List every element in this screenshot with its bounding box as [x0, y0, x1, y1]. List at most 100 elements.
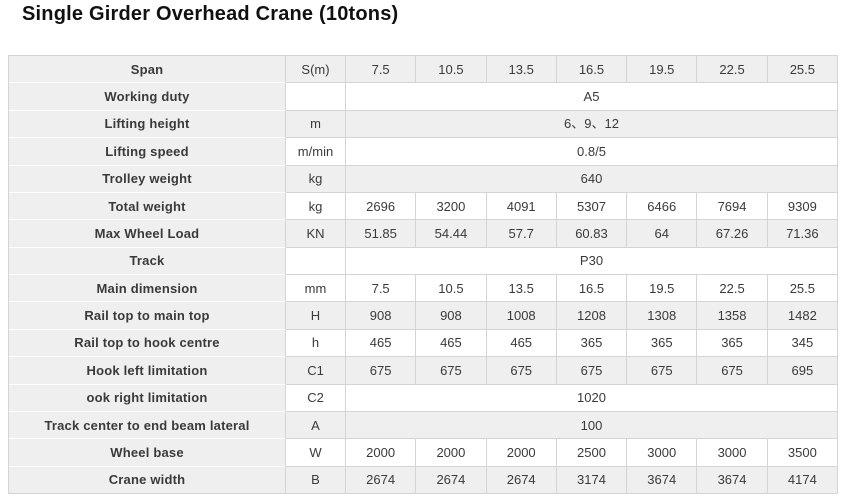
value-cell: 2674: [346, 466, 417, 494]
row-unit-cell: kg: [286, 192, 346, 221]
value-cell: 3674: [627, 466, 698, 494]
spec-table-body: Span S(m) 7.5 10.5 13.5 16.5 19.5 22.5 25.5 Wo…: [9, 56, 838, 494]
value-cell: 7.5: [346, 56, 417, 84]
table-row: Main dimension mm 7.5 10.5 13.5 16.5 19.5 22.…: [9, 275, 838, 303]
value-cell: 16.5: [556, 56, 628, 84]
value-cell: 3200: [416, 192, 487, 221]
table-row: Max Wheel Load KN 51.85 54.44 57.7 60.83 64 6…: [9, 220, 838, 248]
value-cell: 22.5: [697, 56, 768, 84]
row-unit-cell: B: [286, 466, 346, 494]
table-row: Total weight kg 2696 3200 4091 5307 6466 7694…: [9, 192, 838, 221]
value-cell: 16.5: [556, 275, 628, 303]
row-label: Track: [9, 247, 286, 275]
value-cell: 57.7: [486, 220, 557, 248]
value-cell: 365: [697, 329, 768, 358]
row-label: Lifting height: [9, 110, 286, 139]
value-cell: 2674: [416, 466, 487, 494]
row-unit-cell: H: [286, 302, 346, 330]
table-row: Hook left limitation C1 675 675 675 675 675 6…: [9, 357, 838, 385]
merged-value-cell: 0.8/5: [346, 138, 838, 166]
crane-spec-table: Span S(m) 7.5 10.5 13.5 16.5 19.5 22.5 25.5 Wo…: [8, 55, 838, 494]
value-cell: 13.5: [486, 56, 557, 84]
merged-value-cell: A5: [346, 83, 838, 111]
value-cell: 1482: [767, 302, 838, 330]
row-unit-cell: [286, 247, 346, 275]
value-cell: 2000: [346, 439, 417, 467]
row-label: Max Wheel Load: [9, 220, 286, 248]
row-unit-cell: m: [286, 110, 346, 139]
row-label: Rail top to hook centre: [9, 329, 286, 358]
row-label: Total weight: [9, 192, 286, 221]
value-cell: 465: [416, 329, 487, 358]
value-cell: 1008: [486, 302, 557, 330]
merged-value-cell: 100: [346, 411, 838, 440]
value-cell: 675: [346, 357, 417, 385]
value-cell: 675: [416, 357, 487, 385]
value-cell: 695: [767, 357, 838, 385]
row-label: ook right limitation: [9, 384, 286, 412]
value-cell: 1208: [556, 302, 628, 330]
value-cell: 4174: [767, 466, 838, 494]
row-unit-cell: S(m): [286, 56, 346, 84]
value-cell: 19.5: [627, 275, 698, 303]
value-cell: 365: [627, 329, 698, 358]
table-row: Rail top to main top H 908 908 1008 1208 130…: [9, 302, 838, 330]
value-cell: 465: [486, 329, 557, 358]
row-unit-cell: [286, 83, 346, 111]
value-cell: 2674: [486, 466, 557, 494]
value-cell: 2000: [486, 439, 557, 467]
value-cell: 51.85: [346, 220, 417, 248]
value-cell: 9309: [767, 192, 838, 221]
value-cell: 908: [416, 302, 487, 330]
value-cell: 7694: [697, 192, 768, 221]
row-label: Crane width: [9, 466, 286, 494]
page-title: Single Girder Overhead Crane (10tons): [22, 3, 399, 25]
row-label: Trolley weight: [9, 165, 286, 193]
row-label: Main dimension: [9, 275, 286, 303]
value-cell: 4091: [486, 192, 557, 221]
row-label: Rail top to main top: [9, 302, 286, 330]
table-row: Lifting height m 6、9、12: [9, 110, 838, 139]
value-cell: 10.5: [416, 56, 487, 84]
value-cell: 465: [346, 329, 417, 358]
value-cell: 22.5: [697, 275, 768, 303]
row-unit-cell: h: [286, 329, 346, 358]
value-cell: 365: [556, 329, 628, 358]
value-cell: 675: [486, 357, 557, 385]
row-label: Wheel base: [9, 439, 286, 467]
value-cell: 67.26: [697, 220, 768, 248]
value-cell: 3674: [697, 466, 768, 494]
merged-value-cell: P30: [346, 247, 838, 275]
table-row: Working duty A5: [9, 83, 838, 111]
row-label: Hook left limitation: [9, 357, 286, 385]
value-cell: 3000: [627, 439, 698, 467]
value-cell: 675: [556, 357, 628, 385]
merged-value-cell: 6、9、12: [346, 110, 838, 139]
value-cell: 3500: [767, 439, 838, 467]
value-cell: 675: [697, 357, 768, 385]
value-cell: 2000: [416, 439, 487, 467]
row-unit-cell: m/min: [286, 138, 346, 166]
value-cell: 2696: [346, 192, 417, 221]
table-row: Lifting speed m/min 0.8/5: [9, 138, 838, 166]
table-row: ook right limitation C2 1020: [9, 384, 838, 412]
table-row: Trolley weight kg 640: [9, 165, 838, 193]
value-cell: 71.36: [767, 220, 838, 248]
value-cell: 25.5: [767, 275, 838, 303]
value-cell: 345: [767, 329, 838, 358]
value-cell: 7.5: [346, 275, 417, 303]
value-cell: 2500: [556, 439, 628, 467]
value-cell: 10.5: [416, 275, 487, 303]
value-cell: 3174: [556, 466, 628, 494]
value-cell: 6466: [627, 192, 698, 221]
row-unit-cell: kg: [286, 165, 346, 193]
value-cell: 60.83: [556, 220, 628, 248]
table-row: Crane width B 2674 2674 2674 3174 3674 3674 41…: [9, 466, 838, 494]
merged-value-cell: 640: [346, 165, 838, 193]
row-unit-cell: C1: [286, 357, 346, 385]
value-cell: 3000: [697, 439, 768, 467]
value-cell: 1358: [697, 302, 768, 330]
table-row: Rail top to hook centre h 465 465 465 365 36…: [9, 329, 838, 358]
value-cell: 1308: [627, 302, 698, 330]
value-cell: 64: [627, 220, 698, 248]
